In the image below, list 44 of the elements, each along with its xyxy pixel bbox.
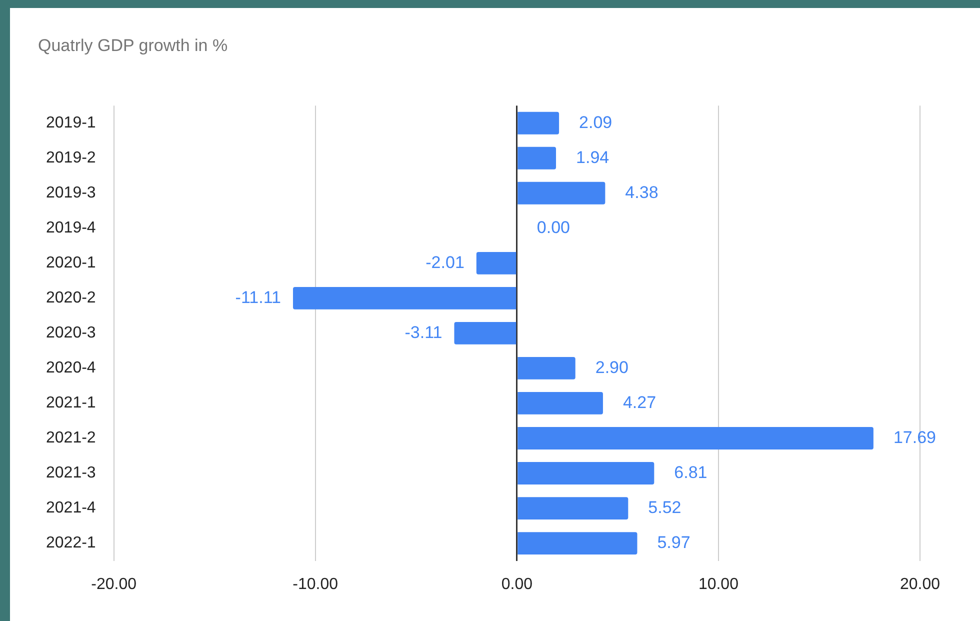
data-label: -11.11 bbox=[235, 288, 281, 307]
bar bbox=[518, 182, 606, 204]
y-tick-label: 2020-4 bbox=[46, 360, 96, 377]
y-tick-label: 2021-3 bbox=[46, 464, 96, 482]
y-tick-label: 2019-2 bbox=[46, 150, 96, 167]
y-tick-label: 2019-1 bbox=[46, 114, 96, 132]
data-label: 0.00 bbox=[536, 218, 570, 237]
x-tick-label: 20.00 bbox=[900, 576, 940, 593]
y-tick-label: 2021-4 bbox=[46, 500, 96, 517]
bar bbox=[518, 392, 603, 414]
data-label: 1.94 bbox=[576, 148, 610, 167]
bar bbox=[518, 112, 560, 134]
y-tick-label: 2021-1 bbox=[46, 394, 96, 412]
bar bbox=[518, 497, 628, 520]
bar bbox=[476, 252, 516, 274]
y-tick-label: 2021-2 bbox=[46, 430, 96, 447]
bar bbox=[518, 427, 874, 450]
x-tick-label: -10.00 bbox=[292, 576, 338, 593]
x-tick-label: 10.00 bbox=[698, 576, 739, 593]
bar bbox=[292, 286, 516, 310]
chart-title: Quatrly GDP growth in % bbox=[38, 36, 228, 56]
bar bbox=[518, 146, 556, 170]
data-label: 2.90 bbox=[595, 358, 628, 377]
data-label: -3.11 bbox=[404, 322, 442, 342]
data-label: 5.52 bbox=[648, 498, 682, 517]
y-tick-label: 2019-3 bbox=[46, 184, 96, 202]
data-label: 4.38 bbox=[625, 182, 658, 202]
bar bbox=[454, 322, 516, 344]
data-label: 2.09 bbox=[579, 112, 612, 132]
data-label: 4.27 bbox=[622, 392, 656, 412]
y-tick-label: 2020-1 bbox=[46, 254, 96, 272]
y-tick-label: 2020-2 bbox=[46, 290, 96, 307]
y-tick-label: 2019-4 bbox=[46, 220, 96, 237]
data-label: 5.97 bbox=[657, 532, 690, 552]
bar bbox=[518, 357, 576, 380]
data-label: -2.01 bbox=[426, 252, 464, 272]
data-label: 17.69 bbox=[893, 428, 936, 447]
y-tick-label: 2022-1 bbox=[46, 534, 96, 552]
bar bbox=[518, 532, 638, 554]
x-tick-label: -20.00 bbox=[91, 576, 137, 593]
bar bbox=[518, 462, 654, 484]
x-tick-label: 0.00 bbox=[501, 576, 533, 593]
data-label: 6.81 bbox=[674, 462, 708, 482]
y-tick-label: 2020-3 bbox=[46, 324, 96, 342]
